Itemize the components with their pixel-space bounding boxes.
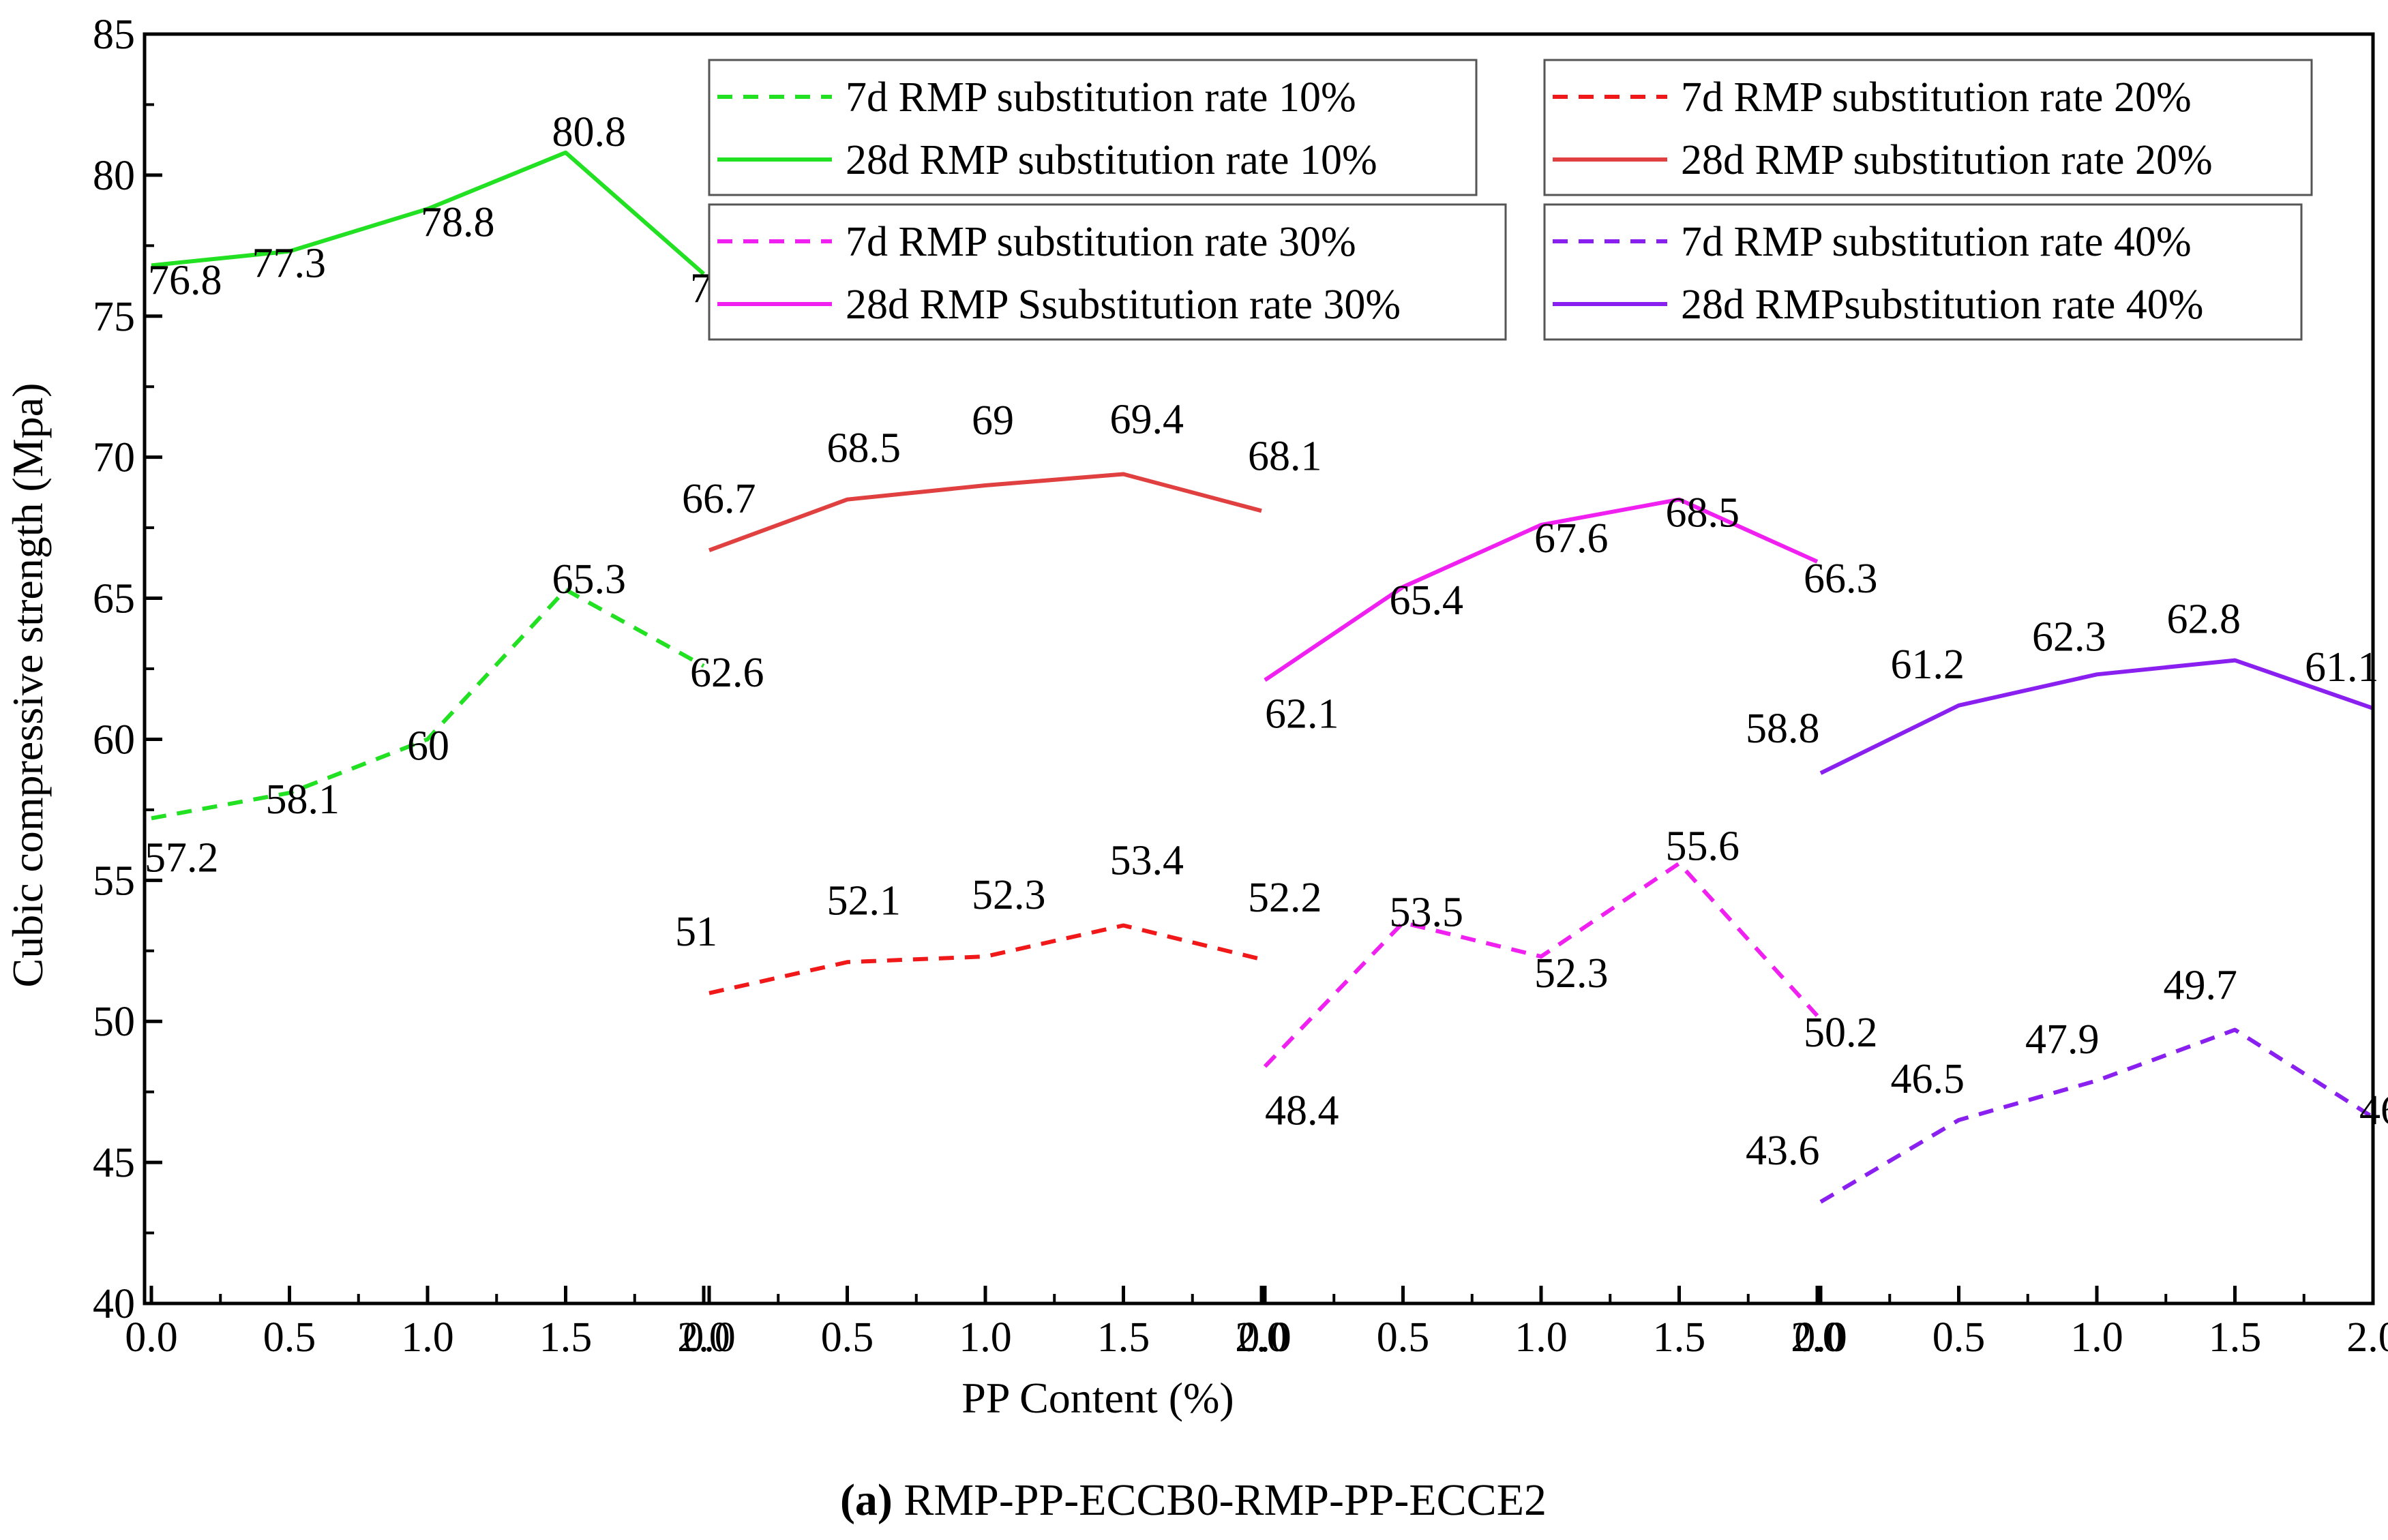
data-label: 66.7	[682, 476, 756, 522]
data-label: 69	[972, 397, 1014, 444]
legend-box-4	[1543, 203, 2303, 341]
series-line-5	[1263, 861, 1819, 1068]
data-label: 78.8	[421, 200, 495, 246]
data-label: 80.8	[552, 109, 627, 155]
series-line-3	[708, 923, 1262, 995]
legend-label: 28d RMP Ssubstitution rate 30%	[846, 282, 1401, 328]
data-label: 66.3	[1804, 556, 1878, 602]
data-label: 68.1	[1248, 433, 1322, 479]
data-label: 77.3	[252, 241, 327, 287]
data-label: 52.2	[1248, 875, 1322, 921]
data-label: 48.4	[1265, 1087, 1339, 1134]
x-axis-title: PP Content (%)	[961, 1374, 1234, 1422]
x-tick-label: 1.5	[2209, 1314, 2262, 1361]
x-tick-label: 2.0	[2346, 1314, 2388, 1361]
x-tick-label: 1.5	[539, 1314, 593, 1361]
y-tick-label: 85	[93, 12, 135, 58]
legend-box-3	[708, 203, 1507, 341]
legend-box-2	[1543, 59, 2313, 196]
x-tick-label: 2.0	[1791, 1314, 1844, 1361]
x-tick-label: 0.0	[1238, 1314, 1292, 1361]
data-label: 62.8	[2167, 597, 2241, 643]
series-line-1	[151, 588, 705, 821]
data-label: 53.5	[1390, 889, 1464, 935]
y-tick-label: 75	[93, 294, 135, 340]
data-label: 43.6	[1746, 1128, 1820, 1174]
data-label: 58.1	[266, 776, 340, 823]
y-tick-label: 70	[93, 435, 135, 481]
data-label: 68.5	[827, 425, 901, 472]
data-label: 62.3	[2032, 614, 2106, 660]
data-label: 52.1	[827, 877, 901, 924]
data-label: 49.7	[2164, 963, 2238, 1009]
x-tick-label: 1.0	[959, 1314, 1012, 1361]
data-label: 58.8	[1746, 706, 1820, 752]
x-tick-label: 0.5	[263, 1314, 316, 1361]
legend-box-1	[708, 59, 1478, 196]
x-tick-label: 0.5	[1377, 1314, 1430, 1361]
y-tick-label: 55	[93, 858, 135, 904]
data-label: 76.8	[148, 257, 222, 303]
y-tick-label: 40	[93, 1281, 135, 1327]
x-tick-label: 0.0	[1794, 1314, 1847, 1361]
legend: 7d RMP substitution rate 10% 28d RMP subs…	[708, 59, 2313, 341]
data-label: 53.4	[1110, 838, 1184, 884]
series-line-6	[1264, 497, 1819, 682]
data-label: 69.4	[1110, 396, 1184, 442]
x-tick-label: 1.5	[1097, 1314, 1150, 1361]
data-label: 55.6	[1666, 824, 1740, 870]
x-tick-label: 0.5	[821, 1314, 874, 1361]
y-tick-label: 65	[93, 576, 135, 622]
y-tick-label: 50	[93, 999, 135, 1045]
data-label: 61.2	[1891, 641, 1965, 688]
data-label: 51	[675, 909, 717, 955]
data-label: 65.3	[552, 556, 627, 603]
series-line-4	[708, 472, 1262, 553]
data-label: 60	[407, 723, 449, 769]
data-label: 46.5	[1891, 1056, 1965, 1102]
x-tick-label: 0.0	[683, 1314, 736, 1361]
data-label: 52.3	[1534, 950, 1609, 997]
y-axis: 40 45 50 55 60 65 70 75 80 85	[93, 12, 162, 1327]
y-tick-label: 80	[93, 153, 135, 199]
x-tick-label: 0.0	[125, 1314, 178, 1361]
legend-label: 7d RMP substitution rate 30%	[846, 219, 1356, 265]
x-tick-label: 0.5	[1932, 1314, 1986, 1361]
data-label: 61.1	[2305, 644, 2379, 691]
y-tick-label: 45	[93, 1140, 135, 1186]
series-line-8	[1819, 658, 2374, 775]
caption-text: RMP-PP-ECCB0-RMP-PP-ECCE2	[893, 1475, 1547, 1525]
data-label: 67.6	[1534, 515, 1609, 562]
x-tick-label: 1.0	[401, 1314, 454, 1361]
data-label: 68.5	[1666, 490, 1740, 537]
data-label: 52.3	[972, 872, 1046, 918]
y-tick-label: 60	[93, 716, 135, 763]
legend-label: 28d RMP substitution rate 20%	[1681, 137, 2213, 183]
y-axis-title: Cubic compressive strength (Mpa)	[3, 383, 52, 988]
series-line-2	[151, 150, 705, 275]
figure-caption: (a) RMP-PP-ECCB0-RMP-PP-ECCE2	[840, 1475, 1547, 1525]
legend-label: 28d RMP substitution rate 10%	[846, 137, 1377, 183]
data-label: 47.9	[2025, 1016, 2100, 1063]
x-tick-label: 2.0	[1235, 1314, 1288, 1361]
legend-label: 7d RMP substitution rate 10%	[846, 74, 1356, 121]
caption-prefix: (a)	[840, 1475, 893, 1525]
x-tick-label: 1.0	[2070, 1314, 2123, 1361]
data-label: 50.2	[1804, 1010, 1878, 1056]
data-label: 57.2	[145, 834, 219, 881]
x-tick-label: 2.0	[677, 1314, 730, 1361]
data-label: 62.6	[690, 650, 764, 696]
legend-label: 28d RMPsubstitution rate 40%	[1681, 282, 2203, 328]
legend-label: 7d RMP substitution rate 40%	[1681, 219, 2192, 265]
x-tick-label: 1.5	[1653, 1314, 1706, 1361]
data-label: 62.1	[1265, 691, 1339, 738]
data-label: 65.4	[1390, 577, 1464, 624]
x-tick-label: 1.0	[1514, 1314, 1568, 1361]
series-line-7	[1819, 1027, 2374, 1204]
series-layer	[151, 150, 2374, 1204]
x-axis: 0.0 0.5 1.0 1.5 2.00.0 0.5 1.0 1.5 2.00.0 0.5 1.0 1…	[125, 1286, 2388, 1361]
legend-label: 7d RMP substitution rate 20%	[1681, 74, 2192, 121]
